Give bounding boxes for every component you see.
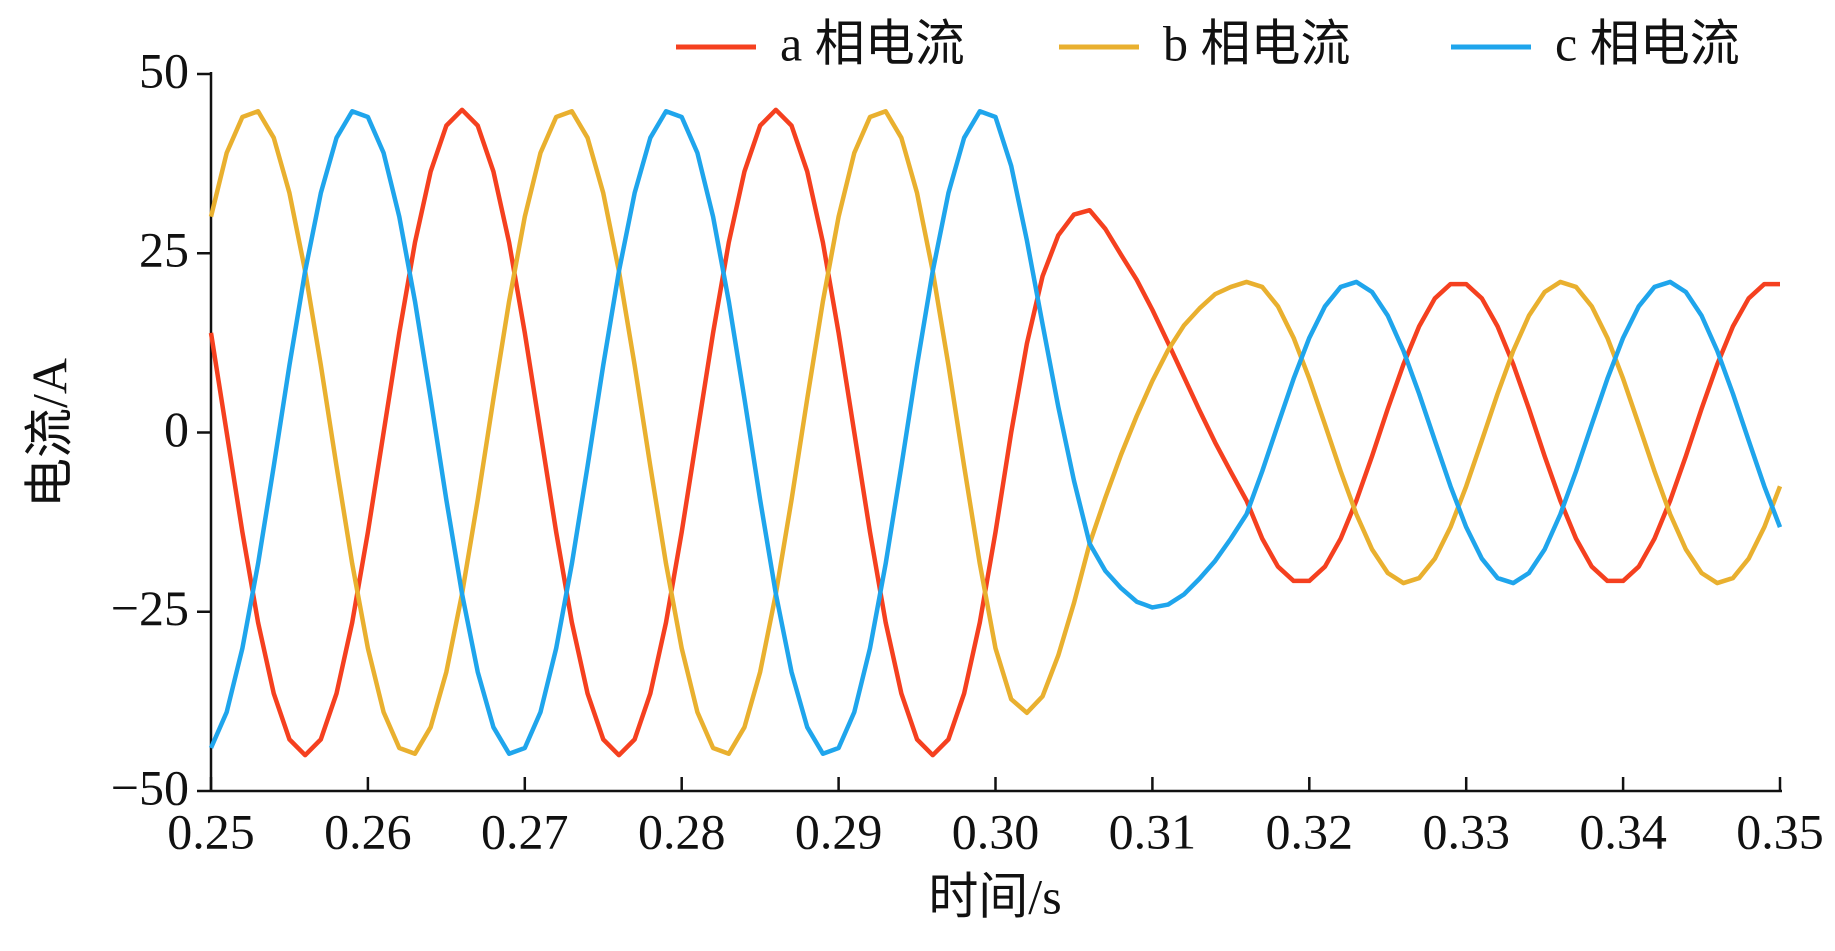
y-tick-label: 50 xyxy=(139,42,189,98)
x-tick-label: 0.30 xyxy=(952,803,1040,859)
x-tick-label: 0.33 xyxy=(1422,803,1510,859)
x-tick-label: 0.32 xyxy=(1266,803,1354,859)
y-tick-label: 0 xyxy=(164,401,189,457)
x-tick-label: 0.31 xyxy=(1109,803,1197,859)
y-tick-label: −25 xyxy=(111,580,189,636)
x-tick-label: 0.35 xyxy=(1736,803,1824,859)
legend-label: a 相电流 xyxy=(780,15,965,71)
x-tick-label: 0.27 xyxy=(481,803,569,859)
legend-label: b 相电流 xyxy=(1163,15,1351,71)
series-line xyxy=(208,107,1780,758)
x-tick-label: 0.29 xyxy=(795,803,883,859)
legend-label: c 相电流 xyxy=(1555,15,1740,71)
y-axis-label: 电流/A xyxy=(21,358,77,508)
x-tick-label: 0.34 xyxy=(1579,803,1667,859)
series-line xyxy=(208,109,1783,756)
y-tick-label: −50 xyxy=(111,759,189,815)
series-line xyxy=(208,109,1783,756)
x-tick-label: 0.26 xyxy=(324,803,412,859)
x-tick-label: 0.28 xyxy=(638,803,726,859)
x-axis-label: 时间/s xyxy=(928,868,1061,924)
y-tick-label: 25 xyxy=(139,222,189,278)
x-tick-label: 0.25 xyxy=(167,803,255,859)
